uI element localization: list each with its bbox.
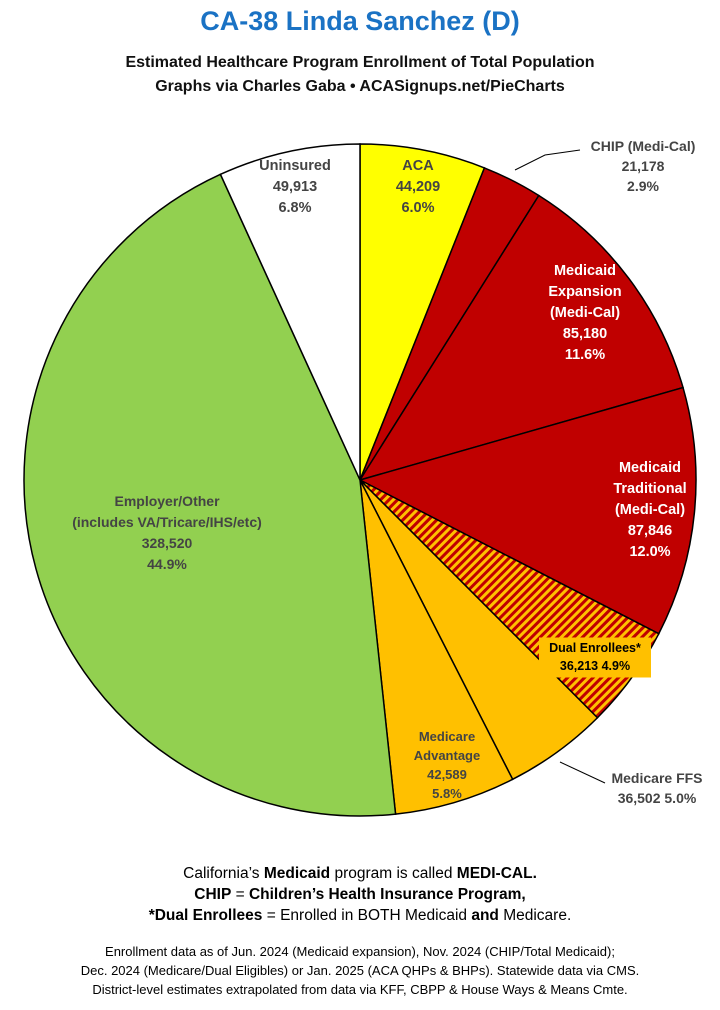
pie-slice-medicaid-expansion-medi-cal xyxy=(358,194,684,482)
source-note-2: Dec. 2024 (Medicare/Dual Eligibles) or J… xyxy=(80,963,640,978)
slice-label-chip-line-2: 21,178 xyxy=(622,158,665,174)
slice-label-chip-line-3: 2.9% xyxy=(627,178,659,194)
leader-line-medicare-ffs xyxy=(559,761,606,784)
leader-line-chip xyxy=(514,149,581,171)
slice-label-aca-line-1: ACA xyxy=(402,158,434,174)
footer-line-2: CHIP = Children’s Health Insurance Progr… xyxy=(194,886,526,903)
slice-label-traditional-line-1: Medicaid xyxy=(619,460,681,476)
chart-subtitle: Estimated Healthcare Program Enrollment … xyxy=(0,51,720,99)
pie-slice-medicaid-traditional-medi-cal xyxy=(357,386,697,635)
slice-label-uninsured-line-3: 6.8% xyxy=(278,200,311,216)
pie-slice-uninsured xyxy=(219,143,361,481)
slice-label-advantage-line-1: Medicare xyxy=(419,729,475,744)
slice-label-uninsured-line-2: 49,913 xyxy=(273,179,317,195)
slice-label-advantage-line-3: 42,589 xyxy=(427,767,467,782)
slice-label-traditional-line-3: (Medi-Cal) xyxy=(615,502,685,518)
chart-title: CA-38 Linda Sanchez (D) xyxy=(200,6,520,36)
slice-label-traditional-line-4: 87,846 xyxy=(628,523,672,539)
footer-line-1: California’s Medicaid program is called … xyxy=(183,865,537,882)
slice-label-expansion-line-5: 11.6% xyxy=(565,347,605,363)
slice-label-dual-line-2: 36,213 4.9% xyxy=(560,659,630,673)
slice-label-chip-line-1: CHIP (Medi-Cal) xyxy=(591,138,696,154)
footer-definitions: California’s Medicaid program is called … xyxy=(0,863,720,926)
footer-line-3: *Dual Enrollees = Enrolled in BOTH Medic… xyxy=(148,907,572,924)
slice-label-expansion-line-4: 85,180 xyxy=(563,326,607,342)
pie-slice-employer-other-includes-va-tricare-ihs-etc xyxy=(23,173,397,817)
slice-label-expansion-line-3: (Medi-Cal) xyxy=(550,305,620,321)
source-notes: Enrollment data as of Jun. 2024 (Medicai… xyxy=(0,942,720,999)
dual-enrollees-label-box xyxy=(539,637,651,678)
slice-label-dual-line-1: Dual Enrollees* xyxy=(549,641,641,655)
slice-label-ffs-line-1: Medicare FFS xyxy=(611,770,702,786)
slice-label-traditional-line-2: Traditional xyxy=(613,481,686,497)
slice-label-aca-line-3: 6.0% xyxy=(401,200,434,216)
slice-label-advantage-line-2: Advantage xyxy=(414,748,480,763)
slice-label-uninsured-line-1: Uninsured xyxy=(259,158,331,174)
slice-label-advantage-line-4: 5.8% xyxy=(432,786,462,801)
leader-lines xyxy=(514,149,606,784)
slice-label-employer-line-4: 44.9% xyxy=(147,556,187,572)
pie-slices xyxy=(23,143,697,817)
source-note-1: Enrollment data as of Jun. 2024 (Medicai… xyxy=(105,944,615,959)
pie-slice-aca xyxy=(359,143,486,481)
source-note-3: District-level estimates extrapolated fr… xyxy=(92,982,628,997)
slice-label-ffs-line-2: 36,502 5.0% xyxy=(618,790,697,806)
pie-slice-medicare-advantage xyxy=(359,479,514,815)
slice-labels: ACA 44,209 6.0% CHIP (Medi-Cal) 21,178 2.9% Me… xyxy=(72,138,702,806)
slice-label-expansion-line-1: Medicaid xyxy=(554,263,616,279)
slice-label-traditional-line-5: 12.0% xyxy=(629,544,670,560)
slice-label-employer-line-2: (includes VA/Tricare/IHS/etc) xyxy=(72,514,262,530)
slice-label-aca-line-2: 44,209 xyxy=(396,179,440,195)
slice-label-employer-line-1: Employer/Other xyxy=(114,493,220,509)
slice-label-expansion-line-2: Expansion xyxy=(548,284,621,300)
subtitle-line-1: Estimated Healthcare Program Enrollment … xyxy=(125,54,595,71)
slice-label-employer-line-3: 328,520 xyxy=(142,535,193,551)
subtitle-line-2: Graphs via Charles Gaba • ACASignups.net… xyxy=(155,78,565,95)
